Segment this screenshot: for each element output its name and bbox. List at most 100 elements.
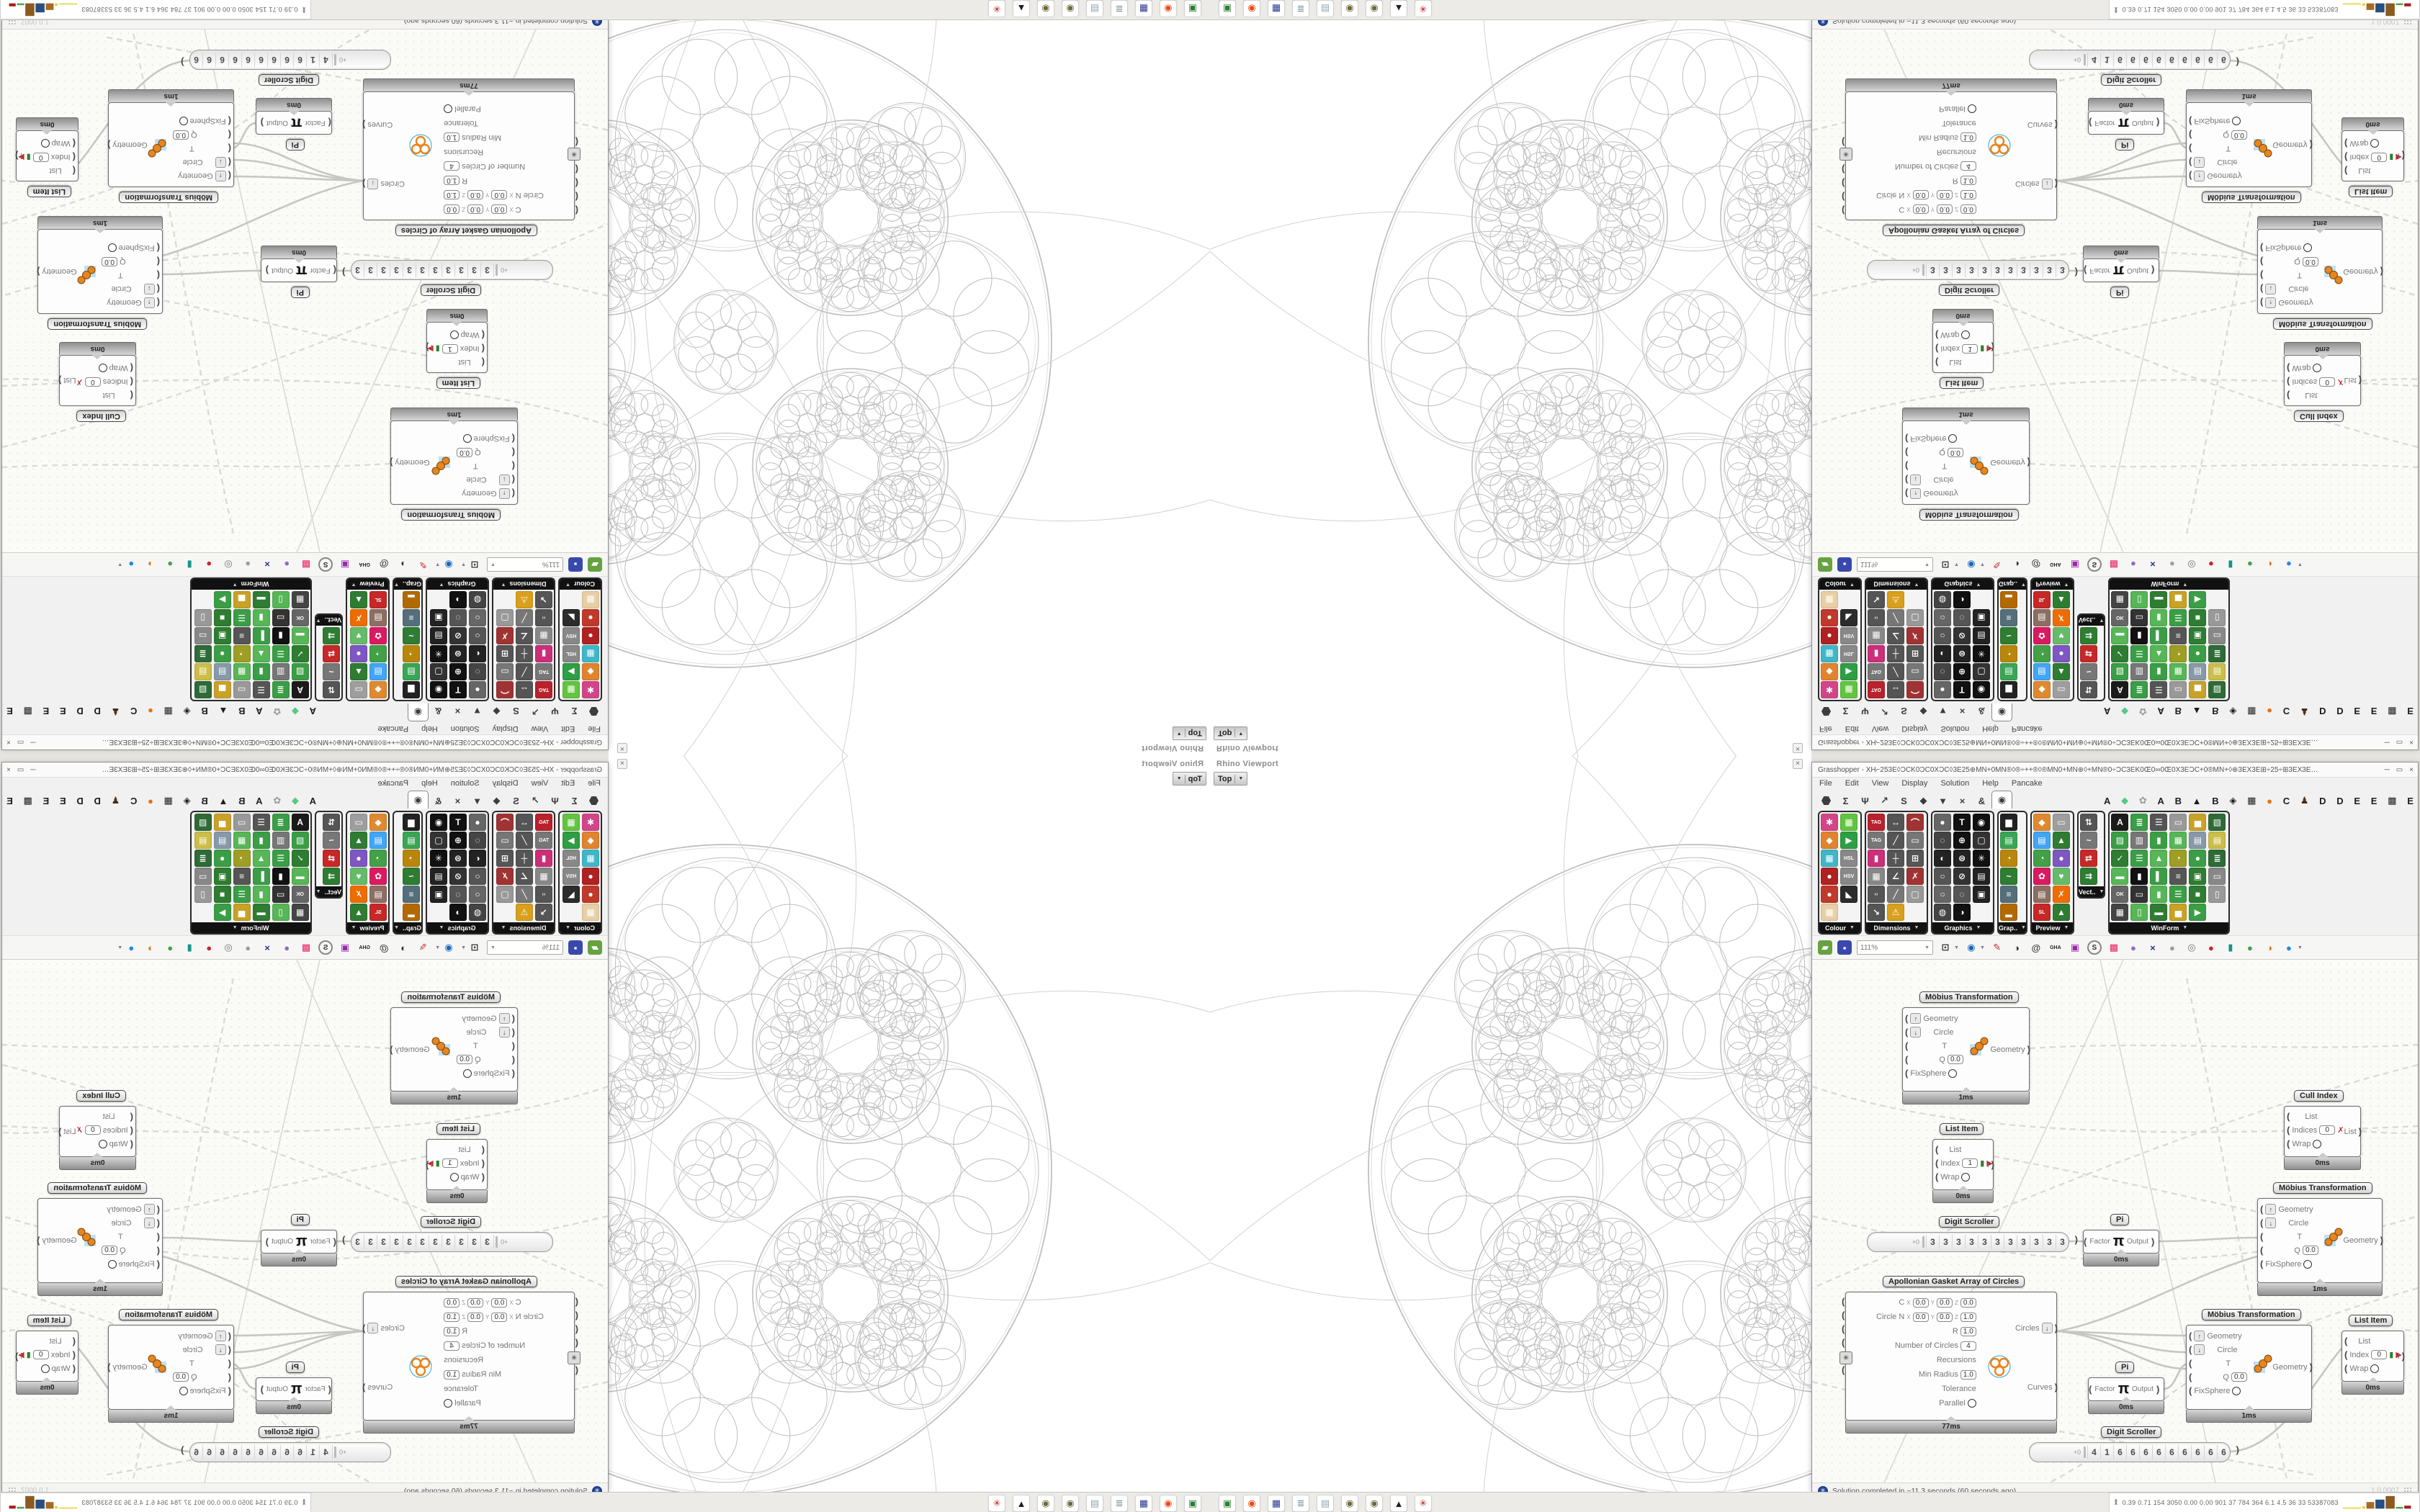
component-icon[interactable]: ▮: [535, 850, 552, 867]
close-button[interactable]: ×: [2409, 765, 2414, 774]
plugin-tab[interactable]: ✿: [2138, 706, 2147, 717]
cluster-window-icon[interactable]: ▣: [340, 942, 350, 953]
component-icon[interactable]: ◔: [2000, 645, 2017, 662]
input-port[interactable]: (: [72, 166, 76, 177]
tab-surface[interactable]: ◆: [493, 795, 501, 806]
component-icon[interactable]: ⚠: [1887, 591, 1904, 608]
output-port[interactable]: ): [265, 265, 269, 276]
component-icon[interactable]: ☰: [2130, 850, 2148, 867]
cull-index-node[interactable]: Cull Index (List (Indices 0 ✗ (Wrap List) …: [2284, 342, 2362, 422]
input-port[interactable]: (: [228, 157, 231, 168]
titlebar[interactable]: Grasshopper - XH⌐253E◊ƆCK0ƆC0XƆC◊3E25⊕MN…: [2, 734, 608, 750]
input-port[interactable]: (: [511, 1040, 515, 1051]
menu-file[interactable]: File: [588, 724, 601, 733]
list-item-node[interactable]: List Item (List (Index 1 ▮ ▶ (Wrap i) 0ms: [426, 309, 488, 389]
digit-cell[interactable]: 4: [320, 1445, 333, 1459]
component-icon[interactable]: ▲: [252, 645, 270, 662]
input-port[interactable]: (: [2189, 143, 2192, 155]
close-icon[interactable]: ×: [1793, 759, 1803, 769]
component-icon[interactable]: SL: [2033, 904, 2051, 921]
component-icon[interactable]: TAG: [1868, 663, 1885, 680]
digit-cell[interactable]: 3: [1991, 1235, 2004, 1249]
output-port[interactable]: ): [390, 457, 393, 469]
component-icon[interactable]: ▮: [252, 832, 270, 849]
component-icon[interactable]: ↔: [516, 681, 533, 698]
coin-app-icon[interactable]: ◉: [1341, 0, 1358, 17]
badge-app-icon[interactable]: ✳: [1415, 1495, 1432, 1512]
component-icon[interactable]: ▦: [1821, 591, 1838, 608]
tab-transform[interactable]: &: [434, 706, 442, 717]
component-icon[interactable]: ✳: [1973, 645, 1990, 662]
digit-cell[interactable]: 6: [2204, 53, 2217, 67]
output-port[interactable]: ): [37, 1235, 40, 1246]
r-value[interactable]: 1.0: [1960, 1326, 1976, 1336]
component-icon[interactable]: ▮: [2150, 886, 2168, 903]
input-port[interactable]: (: [511, 447, 515, 459]
coin-app-icon[interactable]: ◉: [1062, 1495, 1079, 1512]
index-value[interactable]: 1: [442, 344, 458, 354]
component-icon[interactable]: ↘: [1868, 904, 1885, 921]
fixsphere-toggle[interactable]: [1948, 1068, 1958, 1078]
tab-intersect[interactable]: ×: [1959, 795, 1966, 806]
component-icon[interactable]: ╱: [1887, 886, 1904, 903]
maximize-button[interactable]: ▭: [17, 765, 24, 774]
component-icon[interactable]: ▬: [291, 868, 309, 885]
input-port[interactable]: (: [2287, 363, 2290, 374]
component-icon[interactable]: ●: [582, 627, 599, 644]
panel-footer[interactable]: Colour ▼: [1819, 922, 1860, 933]
fixsphere-toggle[interactable]: [107, 243, 117, 253]
component-icon[interactable]: ▢: [1906, 609, 1924, 626]
component-icon[interactable]: ▦: [1840, 814, 1857, 831]
plugin-tab[interactable]: D: [2319, 706, 2326, 717]
input-port[interactable]: (: [333, 1236, 336, 1247]
component-icon[interactable]: ▦: [582, 645, 599, 662]
panel-footer[interactable]: Graphics ▼: [427, 579, 488, 590]
mobius-transformation-node[interactable]: Möbius Transformation (↑ Geometry (↓ Circl…: [2257, 1182, 2383, 1296]
input-port[interactable]: (: [1935, 357, 1939, 369]
list-item-node[interactable]: List Item (List (Index 0 ▮ ▶ (Wrap i) 0ms: [2341, 1315, 2405, 1395]
component-icon[interactable]: ⇉: [2079, 627, 2097, 644]
wires-icon[interactable]: ×: [264, 942, 270, 953]
c-z[interactable]: 0.0: [1960, 1297, 1976, 1308]
component-icon[interactable]: ▤: [2189, 663, 2207, 680]
component-icon[interactable]: ▧: [2208, 814, 2226, 831]
tab-sets[interactable]: Ψ: [551, 795, 559, 806]
tab-display[interactable]: ◉: [1991, 791, 2012, 809]
output-port[interactable]: ): [2236, 57, 2239, 68]
parallel-toggle[interactable]: [444, 1399, 453, 1408]
output-port[interactable]: ): [1991, 1158, 1994, 1170]
component-icon[interactable]: ▢: [430, 832, 447, 849]
output-port[interactable]: ): [2074, 267, 2078, 278]
preview-off-icon[interactable]: ●: [245, 559, 251, 570]
component-icon[interactable]: ✗: [2052, 609, 2070, 626]
input-port[interactable]: (: [2260, 243, 2264, 254]
input-port[interactable]: (: [130, 1138, 133, 1149]
component-icon[interactable]: ≡: [2169, 868, 2187, 885]
component-icon[interactable]: ▦: [582, 591, 599, 608]
fixsphere-toggle[interactable]: [2303, 243, 2313, 253]
component-icon[interactable]: ▮: [2130, 627, 2148, 644]
input-port[interactable]: (: [72, 1349, 76, 1360]
component-icon[interactable]: ▯: [2208, 886, 2226, 903]
output-port[interactable]: ): [2358, 1125, 2362, 1137]
component-icon[interactable]: ◆: [1821, 832, 1838, 849]
component-icon[interactable]: ☰: [233, 886, 251, 903]
menu-pancake[interactable]: Pancake: [377, 779, 409, 788]
chevron-down-icon[interactable]: ▼: [435, 562, 441, 567]
plugin-tab[interactable]: E: [6, 706, 13, 717]
input-port[interactable]: (: [2344, 1349, 2348, 1360]
min-radius-value[interactable]: 1.0: [1960, 132, 1976, 143]
component-icon[interactable]: ✗: [2052, 886, 2070, 903]
component-icon[interactable]: ▯: [272, 591, 290, 608]
tab-intersect[interactable]: ×: [454, 795, 461, 806]
material-teal-icon[interactable]: ▮: [2228, 559, 2233, 570]
plugin-tab[interactable]: ◆: [291, 795, 299, 806]
component-icon[interactable]: ▯: [2208, 609, 2226, 626]
component-icon[interactable]: ☰: [252, 681, 270, 698]
input-port[interactable]: (: [2189, 1371, 2192, 1382]
plugin-tab[interactable]: B: [201, 706, 208, 717]
pi-node[interactable]: Pi ( Factor π Output ) 0ms: [2083, 246, 2159, 298]
component-icon[interactable]: ↔: [1887, 814, 1904, 831]
